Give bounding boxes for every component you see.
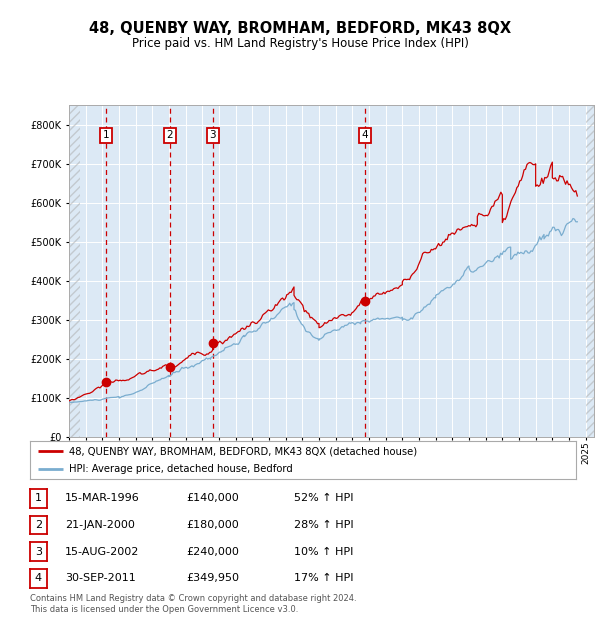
Text: 2: 2: [35, 520, 42, 530]
Text: 2: 2: [167, 130, 173, 140]
Text: 48, QUENBY WAY, BROMHAM, BEDFORD, MK43 8QX: 48, QUENBY WAY, BROMHAM, BEDFORD, MK43 8…: [89, 21, 511, 36]
Bar: [69, 105, 80, 437]
Text: £180,000: £180,000: [186, 520, 239, 530]
Text: 10% ↑ HPI: 10% ↑ HPI: [294, 547, 353, 557]
Text: Price paid vs. HM Land Registry's House Price Index (HPI): Price paid vs. HM Land Registry's House …: [131, 37, 469, 50]
Text: HPI: Average price, detached house, Bedford: HPI: Average price, detached house, Bedf…: [70, 464, 293, 474]
Text: 3: 3: [35, 547, 42, 557]
Text: 4: 4: [35, 574, 42, 583]
Text: 28% ↑ HPI: 28% ↑ HPI: [294, 520, 353, 530]
Text: 17% ↑ HPI: 17% ↑ HPI: [294, 574, 353, 583]
Text: £240,000: £240,000: [186, 547, 239, 557]
Text: 3: 3: [209, 130, 216, 140]
Text: £140,000: £140,000: [186, 494, 239, 503]
Bar: [586, 105, 594, 437]
Text: 1: 1: [103, 130, 109, 140]
Text: Contains HM Land Registry data © Crown copyright and database right 2024.
This d: Contains HM Land Registry data © Crown c…: [30, 595, 356, 614]
Text: 48, QUENBY WAY, BROMHAM, BEDFORD, MK43 8QX (detached house): 48, QUENBY WAY, BROMHAM, BEDFORD, MK43 8…: [70, 446, 418, 456]
Text: £349,950: £349,950: [186, 574, 239, 583]
Text: 1: 1: [35, 494, 42, 503]
Text: 15-MAR-1996: 15-MAR-1996: [65, 494, 140, 503]
Text: 52% ↑ HPI: 52% ↑ HPI: [294, 494, 353, 503]
Text: 30-SEP-2011: 30-SEP-2011: [65, 574, 136, 583]
Text: 4: 4: [362, 130, 368, 140]
Text: 21-JAN-2000: 21-JAN-2000: [65, 520, 134, 530]
Text: 15-AUG-2002: 15-AUG-2002: [65, 547, 139, 557]
